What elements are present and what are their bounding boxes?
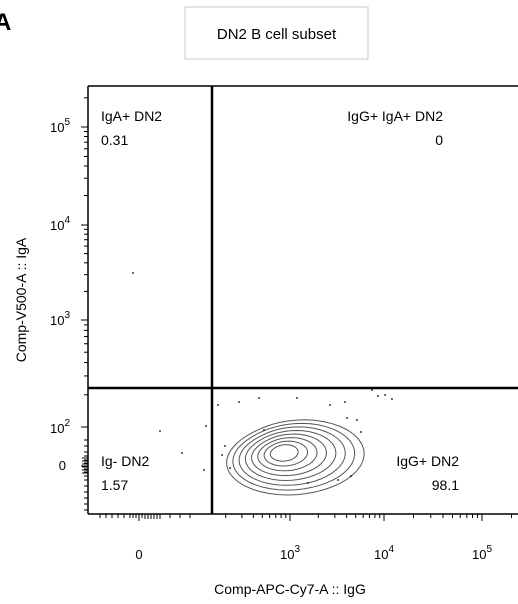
- x-tick-label-1e5: 105: [472, 544, 492, 562]
- outlier-dot: [350, 475, 352, 477]
- y-tick-label-1e5: 105: [50, 117, 70, 135]
- outlier-dot: [205, 425, 207, 427]
- outlier-dot: [229, 467, 231, 469]
- gate-top-left: IgA+ DN2 0.31: [101, 108, 162, 148]
- contour-level-2: [232, 422, 356, 491]
- y-tick-label-1e4: 104: [50, 215, 70, 233]
- y-tick-label-1e2: 102: [50, 418, 70, 436]
- contour-level-7: [263, 440, 309, 467]
- gate-name: Ig- DN2: [101, 453, 149, 469]
- outlier-dot: [221, 454, 223, 456]
- x-axis-tick-labels: 0 103 104 105: [135, 544, 492, 562]
- contour-plot: [226, 419, 365, 496]
- outlier-dot: [371, 389, 373, 391]
- outlier-dot: [344, 401, 346, 403]
- outlier-dot: [391, 398, 393, 400]
- gate-bottom-right: IgG+ DN2 98.1: [396, 453, 459, 493]
- outlier-dot: [296, 397, 298, 399]
- outlier-dot: [159, 430, 161, 432]
- contour-level-8: [269, 444, 299, 462]
- outlier-dot: [377, 395, 379, 397]
- gate-name: IgA+ DN2: [101, 108, 162, 124]
- plot-frame: [87, 85, 518, 515]
- chart-title-box: DN2 B cell subset: [184, 6, 369, 60]
- outlier-dot: [238, 401, 240, 403]
- y-tick-label-0: 0: [59, 458, 66, 473]
- x-tick-label-0: 0: [135, 547, 142, 562]
- y-axis-ticks: [81, 97, 88, 511]
- outlier-dot: [307, 482, 309, 484]
- outlier-dot: [258, 397, 260, 399]
- x-tick-label-1e4: 104: [374, 544, 394, 562]
- contour-level-4: [244, 429, 337, 482]
- x-axis-ticks: [99, 514, 513, 521]
- y-tick-label-1e3: 103: [50, 310, 70, 328]
- gate-percentage: 0.31: [101, 132, 128, 148]
- outlier-dot: [337, 479, 339, 481]
- gate-percentage: 1.57: [101, 477, 128, 493]
- chart-title: DN2 B cell subset: [217, 26, 337, 43]
- x-axis-title: Comp-APC-Cy7-A :: IgG: [214, 581, 366, 597]
- y-axis-title: Comp-V500-A :: IgA: [13, 237, 29, 362]
- outlier-dot: [356, 419, 358, 421]
- outlier-dot: [217, 404, 219, 406]
- gate-percentage: 0: [435, 132, 443, 148]
- outlier-dot: [203, 469, 205, 471]
- outlier-dot: [132, 272, 134, 274]
- gate-name: IgG+ IgA+ DN2: [347, 108, 443, 124]
- gate-bottom-left: Ig- DN2 1.57: [101, 453, 149, 493]
- outlier-dot: [329, 404, 331, 406]
- contour-level-5: [251, 433, 327, 477]
- gate-top-right: IgG+ IgA+ DN2 0: [347, 108, 443, 148]
- outlier-dot: [181, 452, 183, 454]
- contour-level-3: [238, 426, 346, 486]
- outlier-dot: [346, 417, 348, 419]
- contour-level-6: [257, 437, 318, 472]
- contour-level-1: [226, 419, 365, 496]
- outlier-dot: [224, 445, 226, 447]
- outlier-dot: [360, 431, 362, 433]
- gate-percentage: 98.1: [432, 477, 459, 493]
- panel-label: A: [0, 9, 11, 36]
- outlier-dot: [384, 394, 386, 396]
- scatter-outliers: [132, 272, 393, 484]
- x-tick-label-1e3: 103: [280, 544, 300, 562]
- y-axis-tick-labels: 0 102 103 104 105: [50, 117, 70, 473]
- outlier-dot: [263, 429, 265, 431]
- gate-name: IgG+ DN2: [396, 453, 459, 469]
